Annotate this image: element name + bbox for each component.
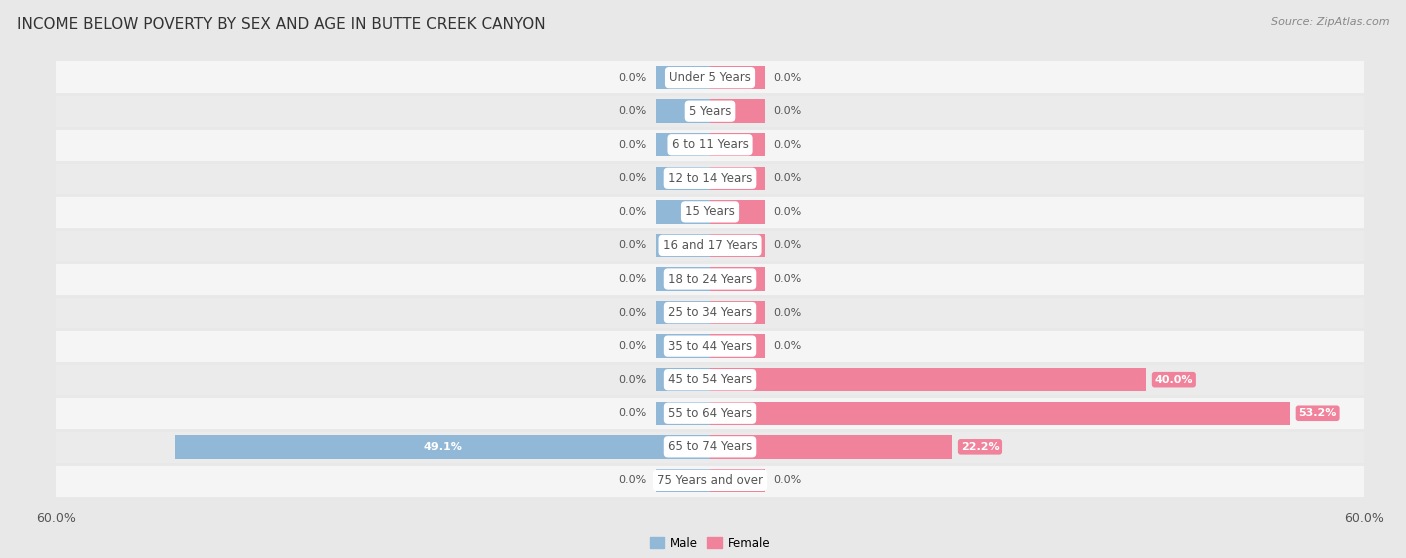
Text: 18 to 24 Years: 18 to 24 Years xyxy=(668,272,752,286)
Text: 25 to 34 Years: 25 to 34 Years xyxy=(668,306,752,319)
Bar xyxy=(56,430,1364,464)
Bar xyxy=(56,229,1364,262)
Bar xyxy=(710,469,765,492)
Text: 0.0%: 0.0% xyxy=(619,73,647,83)
Text: 0.0%: 0.0% xyxy=(773,274,801,284)
Bar xyxy=(710,402,1289,425)
Text: 0.0%: 0.0% xyxy=(773,140,801,150)
Bar xyxy=(710,200,765,224)
Text: 0.0%: 0.0% xyxy=(619,140,647,150)
Bar xyxy=(655,166,710,190)
Bar xyxy=(56,61,1364,94)
Bar xyxy=(655,234,710,257)
Bar xyxy=(56,397,1364,430)
Text: 0.0%: 0.0% xyxy=(773,73,801,83)
Text: 53.2%: 53.2% xyxy=(1298,408,1337,418)
Bar xyxy=(655,66,710,89)
Bar xyxy=(655,99,710,123)
Text: 0.0%: 0.0% xyxy=(773,307,801,318)
Text: 0.0%: 0.0% xyxy=(773,174,801,184)
Bar xyxy=(56,161,1364,195)
Bar xyxy=(710,334,765,358)
Text: 75 Years and over: 75 Years and over xyxy=(657,474,763,487)
Bar xyxy=(655,402,710,425)
Bar xyxy=(56,464,1364,497)
Text: 0.0%: 0.0% xyxy=(619,475,647,485)
Bar xyxy=(56,329,1364,363)
Text: 5 Years: 5 Years xyxy=(689,105,731,118)
Bar xyxy=(56,195,1364,229)
Text: Under 5 Years: Under 5 Years xyxy=(669,71,751,84)
Text: 6 to 11 Years: 6 to 11 Years xyxy=(672,138,748,151)
Text: 0.0%: 0.0% xyxy=(619,106,647,116)
Text: 0.0%: 0.0% xyxy=(773,475,801,485)
Bar xyxy=(655,368,710,392)
Bar xyxy=(710,166,765,190)
Text: 40.0%: 40.0% xyxy=(1154,374,1194,384)
Bar xyxy=(710,66,765,89)
Text: 55 to 64 Years: 55 to 64 Years xyxy=(668,407,752,420)
Text: 49.1%: 49.1% xyxy=(423,442,463,452)
Bar xyxy=(655,133,710,156)
Text: INCOME BELOW POVERTY BY SEX AND AGE IN BUTTE CREEK CANYON: INCOME BELOW POVERTY BY SEX AND AGE IN B… xyxy=(17,17,546,32)
Text: 0.0%: 0.0% xyxy=(619,374,647,384)
Legend: Male, Female: Male, Female xyxy=(645,532,775,554)
Text: 45 to 54 Years: 45 to 54 Years xyxy=(668,373,752,386)
Text: 0.0%: 0.0% xyxy=(619,307,647,318)
Bar xyxy=(710,267,765,291)
Text: 0.0%: 0.0% xyxy=(773,207,801,217)
Text: 0.0%: 0.0% xyxy=(619,207,647,217)
Bar xyxy=(56,262,1364,296)
Bar xyxy=(710,301,765,324)
Text: 35 to 44 Years: 35 to 44 Years xyxy=(668,340,752,353)
Text: 0.0%: 0.0% xyxy=(773,341,801,351)
Bar xyxy=(655,200,710,224)
Text: 0.0%: 0.0% xyxy=(619,240,647,251)
Text: 0.0%: 0.0% xyxy=(773,106,801,116)
Text: 0.0%: 0.0% xyxy=(619,274,647,284)
Bar xyxy=(655,267,710,291)
Text: 0.0%: 0.0% xyxy=(773,240,801,251)
Bar xyxy=(655,301,710,324)
Bar xyxy=(710,368,1146,392)
Bar xyxy=(710,99,765,123)
Bar xyxy=(710,435,952,459)
Bar xyxy=(174,435,710,459)
Text: 12 to 14 Years: 12 to 14 Years xyxy=(668,172,752,185)
Bar xyxy=(710,133,765,156)
Text: 0.0%: 0.0% xyxy=(619,341,647,351)
Text: 0.0%: 0.0% xyxy=(619,174,647,184)
Text: 22.2%: 22.2% xyxy=(960,442,1000,452)
Bar xyxy=(56,128,1364,161)
Bar xyxy=(655,334,710,358)
Text: Source: ZipAtlas.com: Source: ZipAtlas.com xyxy=(1271,17,1389,27)
Bar xyxy=(56,296,1364,329)
Bar xyxy=(710,234,765,257)
Text: 16 and 17 Years: 16 and 17 Years xyxy=(662,239,758,252)
Bar xyxy=(56,363,1364,397)
Bar xyxy=(56,94,1364,128)
Text: 0.0%: 0.0% xyxy=(619,408,647,418)
Text: 15 Years: 15 Years xyxy=(685,205,735,218)
Text: 65 to 74 Years: 65 to 74 Years xyxy=(668,440,752,453)
Bar xyxy=(655,469,710,492)
